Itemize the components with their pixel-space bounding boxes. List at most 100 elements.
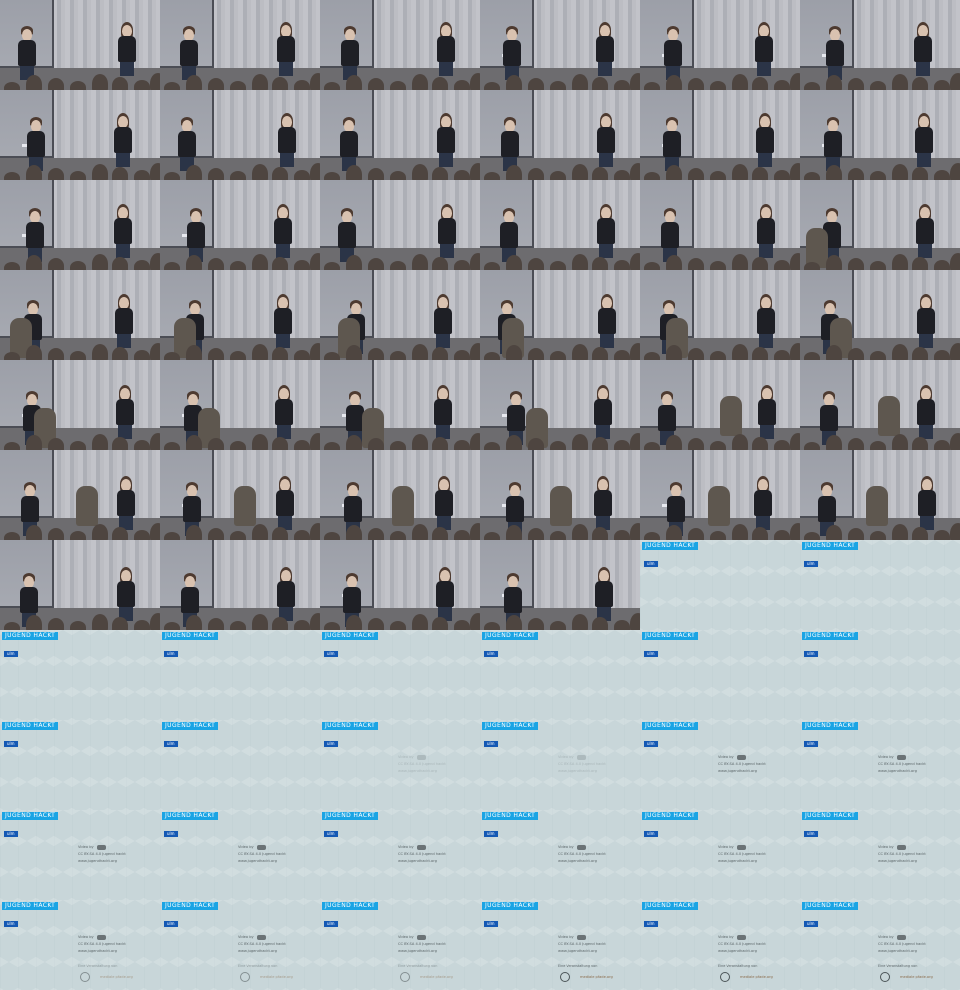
- audience-head: [630, 523, 640, 540]
- head: [761, 297, 772, 310]
- credits-video-by: Video by: [718, 755, 734, 759]
- torso: [181, 587, 199, 614]
- audience-head: [454, 440, 470, 450]
- credits-video-by: Video by: [398, 755, 414, 759]
- legs: [435, 334, 450, 349]
- audience-head: [134, 530, 150, 540]
- audience-head: [774, 530, 790, 540]
- audience-head: [614, 170, 630, 180]
- audience-head: [644, 262, 660, 270]
- video-frame: [320, 360, 480, 450]
- audience-head: [870, 441, 886, 450]
- producer-logo-icon: [736, 845, 746, 850]
- audience-head: [70, 81, 86, 90]
- video-credits: Video by CC BY-SA 4.0 Jugend hackt www.jug…: [558, 844, 606, 865]
- audience-heads: [640, 334, 800, 360]
- audience-head: [186, 345, 202, 360]
- torso: [757, 308, 776, 335]
- audience-head: [324, 622, 340, 630]
- audience-head: [368, 168, 384, 180]
- audience-head: [804, 442, 820, 450]
- audience-head: [484, 442, 500, 450]
- audience-head: [92, 434, 108, 450]
- audience-head: [208, 348, 224, 360]
- video-frame: JUGEND HACKT ulm: [800, 630, 960, 720]
- audience-head: [732, 164, 748, 180]
- video-frame: JUGEND HACKT ulm: [480, 630, 640, 720]
- video-frame: [800, 90, 960, 180]
- head: [345, 29, 355, 41]
- brand-wordmark: JUGEND HACKT: [162, 632, 219, 640]
- audience-head: [368, 618, 384, 630]
- head: [506, 29, 517, 41]
- audience-head: [150, 613, 160, 630]
- audience-head: [294, 260, 310, 270]
- audience-head: [950, 163, 960, 180]
- video-frame: [640, 270, 800, 360]
- audience-heads: [800, 334, 960, 360]
- brand-wordmark: JUGEND HACKT: [482, 902, 539, 910]
- jugend-hackt-logo: JUGEND HACKT ulm: [2, 902, 59, 929]
- video-credits: Video by CC BY-SA 4.0 Jugend hackt www.jug…: [398, 934, 446, 955]
- credits-row: Video by: [718, 934, 766, 941]
- torso: [505, 496, 524, 522]
- stage-curtain: [212, 0, 320, 70]
- credits-license: CC BY-SA 4.0 Jugend hackt: [238, 852, 286, 856]
- organizer-seal-icon: [80, 972, 90, 982]
- audience-head: [134, 80, 150, 90]
- audience-head: [186, 255, 202, 270]
- head: [440, 25, 451, 37]
- video-frame: JUGEND HACKT ulm: [800, 540, 960, 630]
- audience-head: [112, 167, 128, 180]
- audience-heads: [640, 154, 800, 180]
- credits-url: www.jugendhackt.org: [238, 949, 277, 953]
- torso: [18, 40, 36, 66]
- head: [919, 115, 929, 128]
- head: [503, 211, 514, 224]
- brand-wordmark: JUGEND HACKT: [322, 812, 379, 820]
- audience-head: [950, 253, 960, 270]
- legs: [279, 62, 294, 76]
- video-frame: [640, 450, 800, 540]
- credits-row: Video by: [558, 754, 606, 761]
- audience-head: [934, 170, 950, 180]
- audience-head: [412, 254, 428, 270]
- audience-head: [688, 258, 704, 270]
- jugend-hackt-logo: JUGEND HACKT ulm: [2, 632, 59, 659]
- brand-location: ulm: [804, 561, 818, 567]
- credits-row: Video by: [78, 934, 126, 941]
- credits-row: Video by: [558, 844, 606, 851]
- head: [663, 302, 674, 315]
- audience-head: [134, 350, 150, 360]
- brand-location: ulm: [4, 921, 18, 927]
- audience-head: [310, 433, 320, 450]
- audience-head: [48, 438, 64, 450]
- audience-head: [506, 435, 522, 450]
- audience-heads: [320, 64, 480, 90]
- audience-head: [484, 262, 500, 270]
- head: [502, 302, 512, 315]
- audience-head: [164, 172, 180, 180]
- audience-head: [630, 433, 640, 450]
- head: [600, 115, 611, 128]
- jugend-hackt-logo: JUGEND HACKT ulm: [482, 902, 539, 929]
- credits-license: CC BY-SA 4.0 Jugend hackt: [398, 942, 446, 946]
- legs: [758, 243, 773, 258]
- video-frame: [160, 90, 320, 180]
- stage-curtain: [372, 360, 480, 430]
- audience-head: [644, 442, 660, 450]
- legs: [918, 334, 933, 349]
- brand-location: ulm: [484, 741, 498, 747]
- video-frame: JUGEND HACKT ulm Video by CC BY-SA 4.0 Juge…: [640, 720, 800, 810]
- audience-head: [484, 352, 500, 360]
- audience-head: [252, 434, 268, 450]
- video-frame: [800, 270, 960, 360]
- producer-logo-icon: [256, 845, 266, 850]
- audience-head: [790, 163, 800, 180]
- brand-location: ulm: [324, 651, 338, 657]
- audience-head: [70, 531, 86, 540]
- audience-heads: [480, 64, 640, 90]
- organizer-seal-icon: [400, 972, 410, 982]
- audience-head: [790, 73, 800, 90]
- video-frame: [320, 90, 480, 180]
